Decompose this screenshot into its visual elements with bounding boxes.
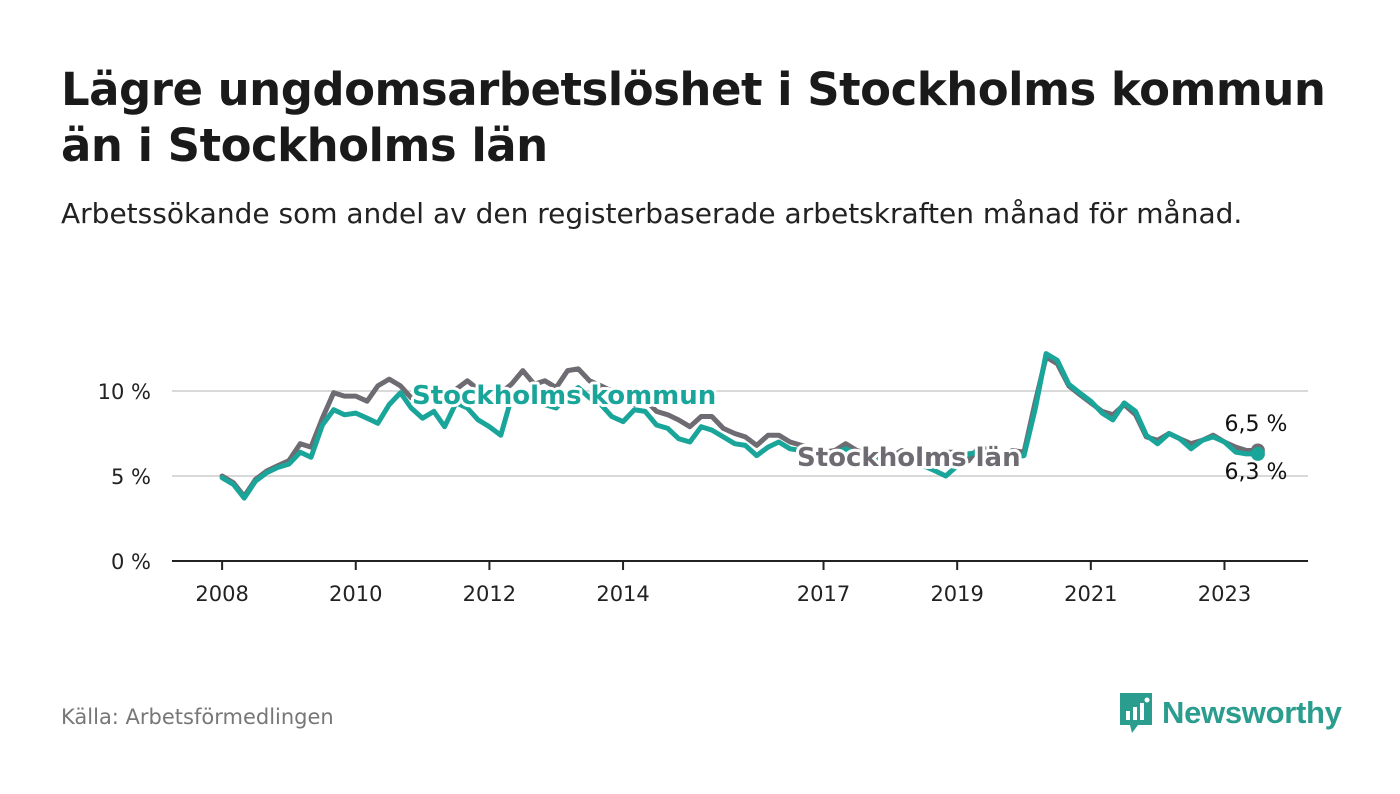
x-tick-label: 2012 bbox=[463, 582, 516, 606]
end-label-stockholms-kommun: 6,3 % bbox=[1225, 460, 1288, 485]
x-tick-label: 2023 bbox=[1198, 582, 1251, 606]
x-tick-label: 2017 bbox=[797, 582, 850, 606]
y-axis-labels: 0 % 5 % 10 % bbox=[98, 380, 151, 574]
chart-title: Lägre ungdomsarbetslöshet i Stockholms k… bbox=[61, 63, 1326, 172]
series-label-stockholms-kommun: Stockholms kommun bbox=[412, 381, 716, 411]
y-tick-label: 10 % bbox=[98, 380, 151, 404]
series-labels: 6,5 % 6,3 % Stockholms kommun Stockholms lä… bbox=[409, 378, 1288, 485]
source-note: Källa: Arbetsförmedlingen bbox=[61, 705, 334, 729]
newsworthy-logo: Newsworthy bbox=[1118, 690, 1342, 736]
y-tick-label: 0 % bbox=[111, 550, 151, 574]
chart-subtitle: Arbetssökande som andel av den registerb… bbox=[61, 197, 1243, 230]
series-label-stockholms-lan: Stockholms län bbox=[797, 443, 1021, 473]
x-tick-label: 2010 bbox=[329, 582, 382, 606]
end-label-stockholms-lan: 6,5 % bbox=[1225, 412, 1288, 437]
newsworthy-icon bbox=[1120, 693, 1152, 733]
x-tick-label: 2014 bbox=[596, 582, 649, 606]
x-tick-label: 2019 bbox=[930, 582, 983, 606]
brand-name: Newsworthy bbox=[1162, 695, 1342, 730]
x-axis: 2008 2010 2012 2014 2017 2019 2021 2023 bbox=[172, 560, 1308, 606]
end-dot-stockholms-kommun bbox=[1250, 446, 1265, 461]
x-tick-label: 2021 bbox=[1064, 582, 1117, 606]
grid-lines bbox=[172, 390, 1308, 477]
line-stockholms-kommun bbox=[219, 351, 1261, 501]
series-lines bbox=[219, 351, 1265, 501]
y-tick-label: 5 % bbox=[111, 465, 151, 489]
x-tick-label: 2008 bbox=[195, 582, 248, 606]
